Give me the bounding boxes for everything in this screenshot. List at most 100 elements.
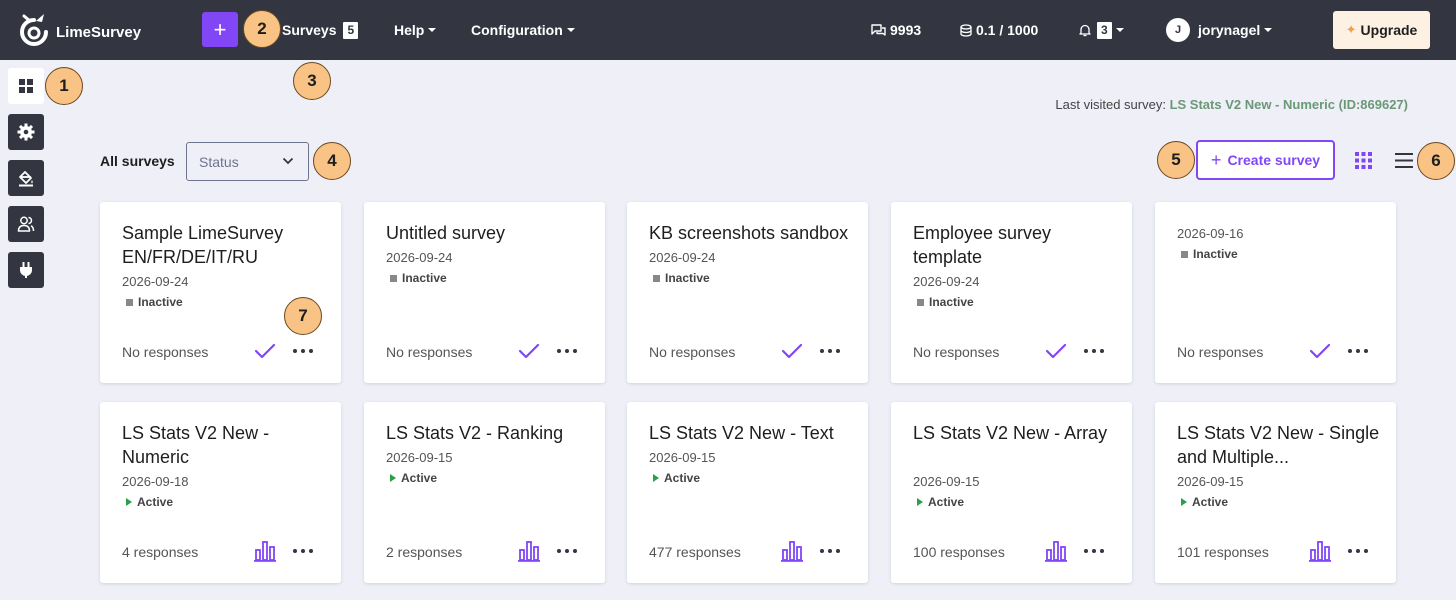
more-options-icon[interactable]: [556, 340, 578, 362]
status-label: Inactive: [402, 271, 447, 285]
create-survey-button[interactable]: + Create survey: [1196, 140, 1335, 180]
survey-date: 2026-09-15: [913, 474, 980, 489]
more-options-icon[interactable]: [292, 340, 314, 362]
bar-chart-icon[interactable]: [781, 540, 803, 562]
survey-card[interactable]: KB screenshots sandbox 2026-09-24 Inactive…: [627, 202, 868, 383]
sidebar-item-plugins[interactable]: [8, 252, 44, 288]
status-badge: Inactive: [917, 295, 974, 309]
notifications[interactable]: 3: [1079, 0, 1124, 60]
bar-chart-icon[interactable]: [518, 540, 540, 562]
status-label: Inactive: [665, 271, 710, 285]
more-options-icon[interactable]: [819, 340, 841, 362]
response-count: 477 responses: [649, 544, 741, 560]
users-icon: [17, 216, 35, 232]
add-button[interactable]: +: [202, 12, 238, 47]
survey-card[interactable]: Sample LimeSurvey EN/FR/DE/IT/RU 2026-09-…: [100, 202, 341, 383]
surveys-count-badge: 5: [343, 21, 359, 39]
chevron-down-icon: [428, 28, 437, 32]
survey-title[interactable]: LS Stats V2 - Ranking: [386, 423, 564, 443]
check-icon[interactable]: [1309, 340, 1331, 362]
active-status-icon: [390, 474, 396, 482]
survey-card[interactable]: LS Stats V2 - Ranking 2026-09-15 Active 2 r…: [364, 402, 605, 583]
nav-surveys[interactable]: Surveys 5: [282, 0, 359, 60]
sidebar-item-users[interactable]: [8, 206, 44, 242]
chat-bubbles-icon: [871, 23, 886, 36]
nav-configuration[interactable]: Configuration: [471, 0, 575, 60]
survey-card[interactable]: LS Stats V2 New - Numeric 2026-09-18 Activ…: [100, 402, 341, 583]
survey-card[interactable]: LS Stats V2 New - Single and Multiple...…: [1155, 402, 1396, 583]
avatar: J: [1166, 18, 1190, 42]
last-visited-survey: Last visited survey: LS Stats V2 New - N…: [1055, 97, 1408, 112]
lime-logo-icon: [20, 14, 48, 46]
survey-card[interactable]: 2026-09-16 Inactive No responses: [1155, 202, 1396, 383]
limesurvey-logo[interactable]: LimeSurvey: [18, 12, 141, 48]
more-options-icon[interactable]: [292, 540, 314, 562]
survey-card[interactable]: LS Stats V2 New - Text 2026-09-15 Active 47…: [627, 402, 868, 583]
survey-card[interactable]: Untitled survey 2026-09-24 Inactive No resp…: [364, 202, 605, 383]
survey-date: 2026-09-24: [913, 274, 980, 289]
response-count: No responses: [913, 344, 1000, 360]
active-status-icon: [917, 498, 923, 506]
last-visited-label: Last visited survey:: [1055, 97, 1166, 112]
nav-help[interactable]: Help: [394, 0, 437, 60]
bar-chart-icon[interactable]: [1309, 540, 1331, 562]
sidebar-item-themes[interactable]: [8, 160, 44, 196]
last-visited-link[interactable]: LS Stats V2 New - Numeric (ID:869627): [1169, 97, 1408, 112]
survey-card[interactable]: Employee survey template 2026-09-24 Inacti…: [891, 202, 1132, 383]
bar-chart-icon[interactable]: [254, 540, 276, 562]
annotation-marker: 7: [284, 297, 322, 335]
notifications-count-badge: 3: [1097, 21, 1112, 39]
more-options-icon[interactable]: [556, 540, 578, 562]
responses-counter[interactable]: 9993: [871, 0, 921, 60]
more-options-icon[interactable]: [1347, 540, 1369, 562]
grid-view-icon[interactable]: [1355, 152, 1372, 169]
active-status-icon: [126, 498, 132, 506]
check-icon[interactable]: [781, 340, 803, 362]
annotation-marker: 1: [45, 67, 83, 105]
status-badge: Inactive: [390, 271, 447, 285]
more-options-icon[interactable]: [819, 540, 841, 562]
paint-bucket-icon: [19, 171, 33, 187]
survey-title[interactable]: LS Stats V2 New - Text: [649, 423, 834, 443]
survey-title[interactable]: LS Stats V2 New - Numeric: [122, 423, 270, 467]
survey-date: 2026-09-18: [122, 474, 189, 489]
survey-title[interactable]: Untitled survey: [386, 223, 506, 243]
survey-title[interactable]: Sample LimeSurvey EN/FR/DE/IT/RU: [122, 223, 284, 267]
user-menu[interactable]: J jorynagel: [1166, 0, 1273, 60]
more-options-icon[interactable]: [1083, 540, 1105, 562]
survey-date: 2026-09-15: [1177, 474, 1244, 489]
check-icon[interactable]: [518, 340, 540, 362]
plug-icon: [20, 262, 32, 278]
upgrade-button[interactable]: ✦ Upgrade: [1333, 11, 1430, 49]
check-icon[interactable]: [1045, 340, 1067, 362]
logo-text: LimeSurvey: [56, 23, 142, 41]
more-options-icon[interactable]: [1083, 340, 1105, 362]
survey-date: 2026-09-24: [386, 250, 453, 265]
survey-title[interactable]: Employee survey template: [913, 223, 1052, 267]
check-icon[interactable]: [254, 340, 276, 362]
sidebar-item-settings[interactable]: [8, 114, 44, 150]
survey-date: 2026-09-15: [386, 450, 453, 465]
response-count: No responses: [649, 344, 736, 360]
survey-date: 2026-09-24: [122, 274, 189, 289]
response-count: No responses: [122, 344, 209, 360]
status-badge: Inactive: [126, 295, 183, 309]
response-count: 100 responses: [913, 544, 1005, 560]
bell-icon: [1079, 24, 1091, 36]
status-badge: Active: [1181, 495, 1228, 509]
bar-chart-icon[interactable]: [1045, 540, 1067, 562]
status-label: Inactive: [929, 295, 974, 309]
list-view-icon[interactable]: [1395, 152, 1413, 169]
survey-title[interactable]: LS Stats V2 New - Single and Multiple...: [1177, 423, 1380, 467]
more-options-icon[interactable]: [1347, 340, 1369, 362]
storage-usage-value: 0.1 / 1000: [976, 22, 1039, 38]
sidebar-item-surveys[interactable]: [8, 68, 44, 104]
survey-title[interactable]: KB screenshots sandbox: [649, 223, 849, 243]
status-filter-select[interactable]: Status: [186, 142, 309, 181]
survey-card[interactable]: LS Stats V2 New - Array 2026-09-15 Active 1…: [891, 402, 1132, 583]
inactive-status-icon: [126, 298, 133, 306]
survey-date: 2026-09-16: [1177, 226, 1244, 241]
storage-usage[interactable]: 0.1 / 1000: [960, 0, 1038, 60]
survey-title[interactable]: LS Stats V2 New - Array: [913, 423, 1108, 443]
chevron-down-icon: [1264, 28, 1273, 32]
